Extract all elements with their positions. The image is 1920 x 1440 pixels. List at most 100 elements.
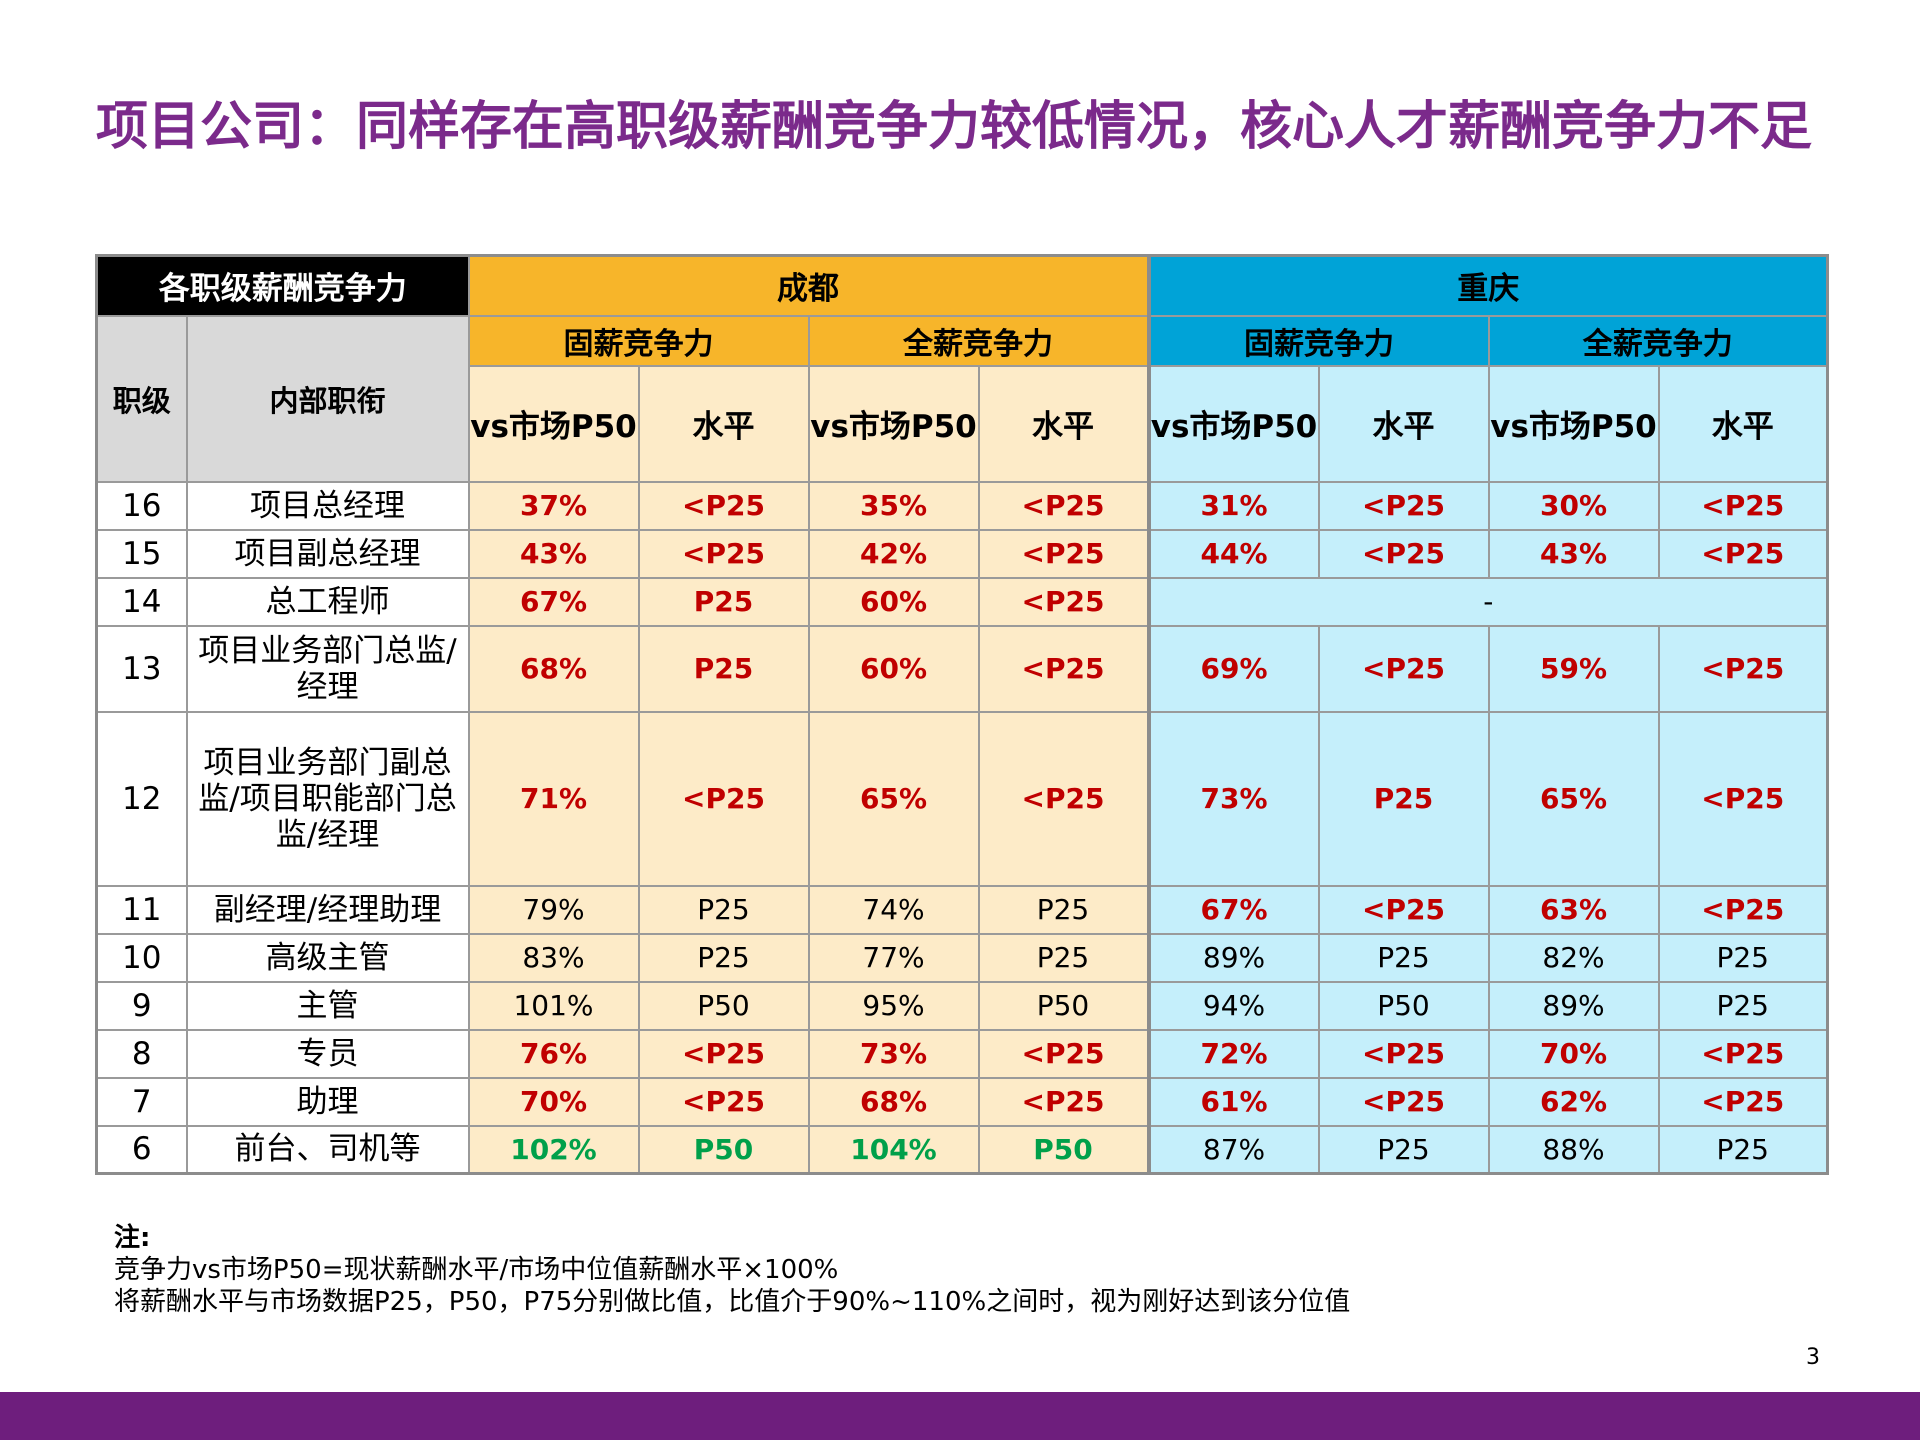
merged-empty-cell: - <box>1146 576 1829 627</box>
sub-header-level: 水平 <box>637 364 810 483</box>
percentile-level-cell: <P25 <box>1657 1076 1829 1127</box>
percentile-level-cell: P25 <box>1317 1124 1490 1175</box>
level-cell: 10 <box>95 932 188 983</box>
ratio-value-cell: 70% <box>467 1076 640 1127</box>
city-header-chongqing: 重庆 <box>1146 254 1829 317</box>
percentile-level-cell: <P25 <box>977 528 1150 579</box>
salary-competitiveness-table: 各职级薪酬竞争力 成都 重庆 职级 内部职衔 固薪竞争力 全薪竞争力 固薪竞争力… <box>95 254 1829 1175</box>
ratio-value-cell: 42% <box>807 528 980 579</box>
percentile-level-cell: P25 <box>637 932 810 983</box>
title-column-header: 内部职衔 <box>185 314 470 483</box>
salary-competitiveness-table-container: 各职级薪酬竞争力 成都 重庆 职级 内部职衔 固薪竞争力 全薪竞争力 固薪竞争力… <box>95 254 1829 1175</box>
job-title-cell: 前台、司机等 <box>185 1124 470 1175</box>
percentile-level-cell: P50 <box>637 980 810 1031</box>
level-cell: 13 <box>95 624 188 713</box>
ratio-value-cell: 82% <box>1487 932 1660 983</box>
percentile-level-cell: <P25 <box>637 528 810 579</box>
percentile-level-cell: <P25 <box>1317 624 1490 713</box>
footer-bar <box>0 1392 1920 1440</box>
ratio-value-cell: 30% <box>1487 480 1660 531</box>
ratio-value-cell: 73% <box>807 1028 980 1079</box>
city-header-chengdu: 成都 <box>467 254 1150 317</box>
level-cell: 8 <box>95 1028 188 1079</box>
level-column-header: 职级 <box>95 314 188 483</box>
ratio-value-cell: 67% <box>1146 884 1320 935</box>
percentile-level-cell: <P25 <box>1317 884 1490 935</box>
percentile-level-cell: <P25 <box>637 710 810 887</box>
level-cell: 7 <box>95 1076 188 1127</box>
ratio-value-cell: 74% <box>807 884 980 935</box>
percentile-level-cell: P50 <box>977 980 1150 1031</box>
ratio-value-cell: 65% <box>807 710 980 887</box>
ratio-value-cell: 68% <box>467 624 640 713</box>
job-title-cell: 项目业务部门副总监/项目职能部门总监/经理 <box>185 710 470 887</box>
percentile-level-cell: <P25 <box>977 1028 1150 1079</box>
ratio-value-cell: 88% <box>1487 1124 1660 1175</box>
ratio-value-cell: 89% <box>1146 932 1320 983</box>
ratio-value-cell: 72% <box>1146 1028 1320 1079</box>
percentile-level-cell: <P25 <box>1657 528 1829 579</box>
ratio-value-cell: 87% <box>1146 1124 1320 1175</box>
table-row: 9 主管 101% P50 95% P50 94% P50 89% P25 <box>95 980 1829 1031</box>
ratio-value-cell: 94% <box>1146 980 1320 1031</box>
percentile-level-cell: P50 <box>1317 980 1490 1031</box>
percentile-level-cell: <P25 <box>1657 884 1829 935</box>
ratio-value-cell: 43% <box>467 528 640 579</box>
percentile-level-cell: P25 <box>1657 980 1829 1031</box>
percentile-level-cell: <P25 <box>1317 480 1490 531</box>
notes-section: 注: 竞争力vs市场P50=现状薪酬水平/市场中位值薪酬水平×100% 将薪酬水… <box>114 1222 1350 1318</box>
ratio-value-cell: 37% <box>467 480 640 531</box>
sub-header-level: 水平 <box>1657 364 1829 483</box>
percentile-level-cell: <P25 <box>1317 1076 1490 1127</box>
job-title-cell: 高级主管 <box>185 932 470 983</box>
table-body: 16 项目总经理 37% <P25 35% <P25 31% <P25 30% <P25 15 项目副… <box>95 480 1829 1175</box>
ratio-value-cell: 35% <box>807 480 980 531</box>
job-title-cell: 主管 <box>185 980 470 1031</box>
table-row: 15 项目副总经理 43% <P25 42% <P25 44% <P25 43% <P25 <box>95 528 1829 579</box>
ratio-value-cell: 69% <box>1146 624 1320 713</box>
notes-heading: 注: <box>114 1223 151 1253</box>
ratio-value-cell: 44% <box>1146 528 1320 579</box>
notes-line: 竞争力vs市场P50=现状薪酬水平/市场中位值薪酬水平×100% <box>114 1255 839 1285</box>
sub-header-ratio: vs市场P50 <box>1146 364 1320 483</box>
ratio-value-cell: 67% <box>467 576 640 627</box>
percentile-level-cell: P50 <box>977 1124 1150 1175</box>
level-cell: 9 <box>95 980 188 1031</box>
table-row: 7 助理 70% <P25 68% <P25 61% <P25 62% <P25 <box>95 1076 1829 1127</box>
percentile-level-cell: P25 <box>637 576 810 627</box>
job-title-cell: 助理 <box>185 1076 470 1127</box>
ratio-value-cell: 76% <box>467 1028 640 1079</box>
sub-header-ratio: vs市场P50 <box>807 364 980 483</box>
ratio-value-cell: 102% <box>467 1124 640 1175</box>
ratio-value-cell: 31% <box>1146 480 1320 531</box>
percentile-level-cell: <P25 <box>1317 528 1490 579</box>
ratio-value-cell: 61% <box>1146 1076 1320 1127</box>
ratio-value-cell: 63% <box>1487 884 1660 935</box>
table-row: 13 项目业务部门总监/经理 68% P25 60% <P25 69% <P25 59% <P25 <box>95 624 1829 713</box>
percentile-level-cell: P25 <box>1657 1124 1829 1175</box>
table-row: 6 前台、司机等 102% P50 104% P50 87% P25 88% P25 <box>95 1124 1829 1175</box>
sub-header-level: 水平 <box>977 364 1150 483</box>
percentile-level-cell: <P25 <box>1657 1028 1829 1079</box>
percentile-level-cell: P25 <box>637 884 810 935</box>
notes-line: 将薪酬水平与市场数据P25，P50，P75分别做比值，比值介于90%~110%之… <box>114 1287 1351 1317</box>
percentile-level-cell: <P25 <box>637 1076 810 1127</box>
ratio-value-cell: 70% <box>1487 1028 1660 1079</box>
ratio-value-cell: 65% <box>1487 710 1660 887</box>
corner-header: 各职级薪酬竞争力 <box>95 254 470 317</box>
ratio-value-cell: 62% <box>1487 1076 1660 1127</box>
ratio-value-cell: 68% <box>807 1076 980 1127</box>
table-row: 14 总工程师 67% P25 60% <P25- <box>95 576 1829 627</box>
level-cell: 16 <box>95 480 188 531</box>
level-cell: 11 <box>95 884 188 935</box>
ratio-value-cell: 95% <box>807 980 980 1031</box>
table-row: 12 项目业务部门副总监/项目职能部门总监/经理 71% <P25 65% <P25 73%… <box>95 710 1829 887</box>
page-title: 项目公司：同样存在高职级薪酬竞争力较低情况，核心人才薪酬竞争力不足 <box>96 97 1813 157</box>
percentile-level-cell: <P25 <box>1657 624 1829 713</box>
ratio-value-cell: 60% <box>807 624 980 713</box>
ratio-value-cell: 79% <box>467 884 640 935</box>
percentile-level-cell: <P25 <box>637 480 810 531</box>
ratio-value-cell: 43% <box>1487 528 1660 579</box>
chongqing-total-header: 全薪竞争力 <box>1487 314 1829 367</box>
ratio-value-cell: 77% <box>807 932 980 983</box>
